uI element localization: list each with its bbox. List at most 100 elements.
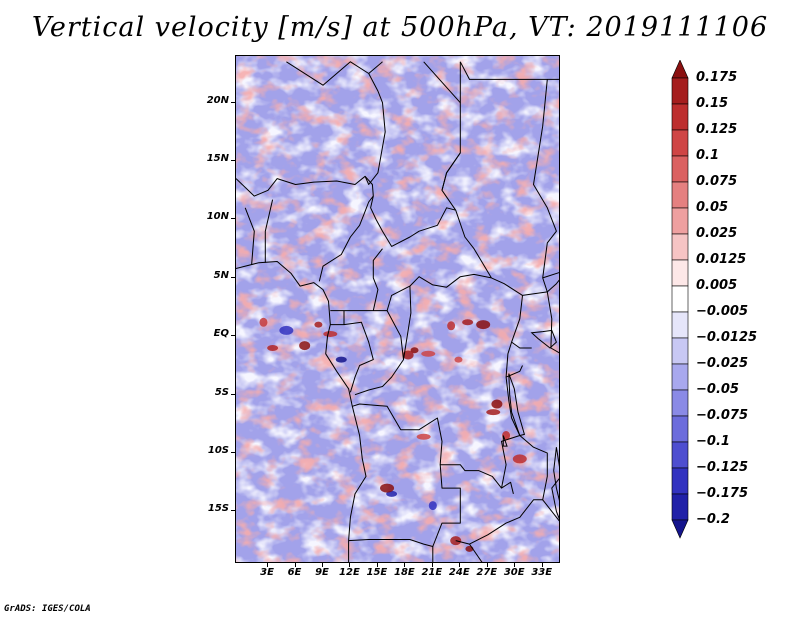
country-border <box>459 61 559 80</box>
lon-tick <box>267 563 269 567</box>
colorbar-tick-label: −0.175 <box>696 486 749 501</box>
colorbar-tick-label: 0.025 <box>696 226 738 241</box>
colorbar-tick-label: −0.025 <box>696 356 749 371</box>
convective-cell <box>428 501 437 511</box>
colorbar-tick-label: 0.1 <box>696 148 720 163</box>
convective-cell <box>416 433 431 440</box>
convective-cell <box>486 409 501 416</box>
lon-tick-label: 6E <box>287 567 302 578</box>
colorbar-tick-label: −0.125 <box>696 460 749 475</box>
colorbar-segment <box>671 285 689 313</box>
field-texture-red <box>236 56 559 562</box>
country-border <box>455 210 492 279</box>
country-border <box>264 199 274 263</box>
lon-tick <box>349 563 351 567</box>
colorbar-segment <box>671 441 689 469</box>
colorbar-tick-label: 0.005 <box>696 278 738 293</box>
convective-cell <box>314 321 323 328</box>
convective-cell <box>476 320 491 330</box>
lake-outline <box>530 329 557 349</box>
lat-tick <box>231 160 235 162</box>
convective-cell <box>421 350 436 357</box>
lake-outline <box>553 447 559 501</box>
lon-tick-label: 33E <box>531 567 553 578</box>
country-border <box>364 73 386 185</box>
lon-tick <box>431 563 433 567</box>
country-border <box>522 279 559 296</box>
country-border <box>372 248 383 311</box>
country-border <box>551 478 559 520</box>
colorbar-segment <box>671 181 689 209</box>
country-border <box>375 207 456 247</box>
colorbar-segment <box>671 493 689 521</box>
country-border <box>469 543 483 562</box>
convective-cell <box>335 356 347 363</box>
colorbar <box>671 60 689 539</box>
lat-tick-label: 20N <box>206 94 229 106</box>
lat-tick <box>231 393 235 395</box>
lat-tick <box>231 510 235 512</box>
country-border <box>533 79 557 293</box>
country-border <box>318 195 374 282</box>
colorbar-segment <box>671 207 689 235</box>
colorbar-max-triangle <box>671 60 689 79</box>
lat-tick-label: 5N <box>213 269 229 281</box>
lat-tick-label: 5S <box>214 386 229 398</box>
colorbar-tick-label: 0.075 <box>696 174 738 189</box>
colorbar-tick-label: −0.005 <box>696 304 749 319</box>
colorbar-tick-label: 0.0125 <box>696 252 747 267</box>
colorbar-segment <box>671 389 689 417</box>
convective-cell <box>259 317 268 327</box>
colorbar-segment <box>671 363 689 391</box>
colorbar-tick-label: 0.15 <box>696 96 729 111</box>
colorbar-tick-label: 0.05 <box>696 200 729 215</box>
lon-tick-label: 27E <box>476 567 498 578</box>
colorbar-tick-label: −0.1 <box>696 434 730 449</box>
country-border <box>348 464 461 547</box>
convective-cell <box>323 330 338 337</box>
convective-cell <box>454 356 463 363</box>
colorbar-tick-label: −0.075 <box>696 408 749 423</box>
lat-tick <box>231 335 235 337</box>
lon-tick <box>321 563 323 567</box>
lat-tick-label: 10N <box>206 211 229 223</box>
colorbar-segment <box>671 467 689 495</box>
lon-tick-label: 21E <box>421 567 443 578</box>
convective-cell <box>447 321 456 331</box>
map-panel <box>235 55 560 563</box>
country-border <box>542 272 559 279</box>
country-border <box>455 499 543 545</box>
lon-tick-label: 18E <box>393 567 415 578</box>
lon-tick-label: 9E <box>315 567 329 578</box>
country-border <box>354 310 404 396</box>
convective-cell <box>267 344 279 351</box>
country-border <box>244 207 255 266</box>
country-border <box>441 152 461 191</box>
lake-outline <box>508 373 526 437</box>
lake-outline <box>502 435 508 447</box>
colorbar-segment <box>671 129 689 157</box>
colorbar-tick-label: −0.0125 <box>696 330 758 345</box>
lon-tick-label: 30E <box>503 567 525 578</box>
colorbar-segment <box>671 311 689 339</box>
country-border <box>501 435 520 489</box>
country-border <box>505 365 523 378</box>
country-border <box>236 261 367 562</box>
convective-cell <box>491 399 503 409</box>
colorbar-min-triangle <box>671 519 689 539</box>
convective-cell <box>512 454 527 464</box>
lon-tick <box>541 563 543 567</box>
colorbar-tick-label: −0.2 <box>696 512 730 527</box>
country-border <box>511 341 532 349</box>
lat-tick-label: 15S <box>207 503 229 515</box>
colorbar-segment <box>671 233 689 261</box>
lat-tick <box>231 452 235 454</box>
colorbar-segment <box>671 415 689 443</box>
convective-cell <box>410 347 419 354</box>
lon-tick-label: 12E <box>339 567 360 578</box>
velocity-field-map <box>236 56 559 562</box>
colorbar-segment <box>671 337 689 365</box>
lat-tick-label: 15N <box>206 153 229 165</box>
convective-cell <box>279 325 294 335</box>
convective-cell <box>402 350 414 360</box>
